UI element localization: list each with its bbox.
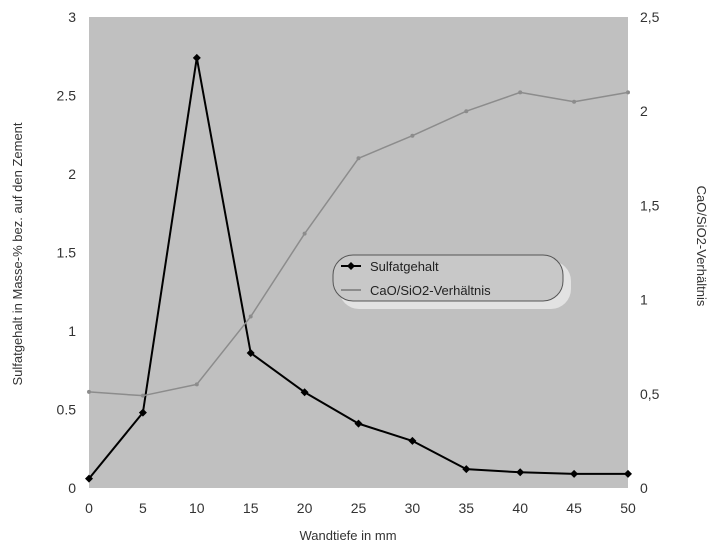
data-point-cao-sio2 xyxy=(464,109,469,114)
x-tick-label: 40 xyxy=(512,500,528,516)
right-tick-label: 1,5 xyxy=(640,197,660,213)
legend-marker-sulfatgehalt xyxy=(347,262,355,270)
data-point-cao-sio2 xyxy=(572,99,577,104)
data-point-sulfatgehalt xyxy=(138,408,147,417)
legend-box xyxy=(332,254,564,302)
legend: Sulfatgehalt CaO/SiO2-Verhältnis xyxy=(332,254,571,309)
right-tick-label: 2 xyxy=(640,103,648,119)
data-point-cao-sio2 xyxy=(626,90,630,95)
x-tick-label: 25 xyxy=(351,500,367,516)
left-tick-label: 2.5 xyxy=(57,88,77,104)
data-point-sulfatgehalt xyxy=(354,419,363,428)
data-point-sulfatgehalt xyxy=(192,53,201,62)
data-point-cao-sio2 xyxy=(356,156,361,161)
data-point-sulfatgehalt xyxy=(85,474,93,483)
right-tick-label: 0 xyxy=(640,480,648,496)
data-point-cao-sio2 xyxy=(410,133,415,138)
x-tick-label: 20 xyxy=(297,500,313,516)
right-axis-ticks: 0 0,5 1 1,5 2 2,5 xyxy=(640,9,660,496)
data-point-sulfatgehalt xyxy=(462,465,471,474)
data-point-sulfatgehalt xyxy=(624,469,632,478)
series-points-cao-sio2 xyxy=(87,90,630,398)
left-axis-ticks: 0 0.5 1 1.5 2 2.5 3 xyxy=(57,9,77,496)
data-point-sulfatgehalt xyxy=(300,388,309,397)
x-axis-ticks: 0 5 10 15 20 25 30 35 40 45 50 xyxy=(85,500,636,516)
data-point-cao-sio2 xyxy=(140,393,145,398)
series-points-sulfatgehalt xyxy=(85,53,632,483)
left-tick-label: 1.5 xyxy=(57,245,77,261)
data-point-cao-sio2 xyxy=(248,314,253,319)
left-tick-label: 3 xyxy=(68,9,76,25)
right-tick-label: 0,5 xyxy=(640,386,660,402)
x-tick-label: 15 xyxy=(243,500,259,516)
x-axis-title: Wandtiefe in mm xyxy=(299,528,396,543)
data-point-sulfatgehalt xyxy=(516,468,525,477)
data-point-cao-sio2 xyxy=(518,90,523,95)
legend-label-sulfatgehalt: Sulfatgehalt xyxy=(370,259,439,274)
legend-label-cao-sio2: CaO/SiO2-Verhältnis xyxy=(370,283,491,298)
left-tick-label: 0.5 xyxy=(57,402,77,418)
data-point-cao-sio2 xyxy=(302,231,307,236)
data-point-cao-sio2 xyxy=(194,382,199,387)
data-point-cao-sio2 xyxy=(87,389,91,394)
right-tick-label: 2,5 xyxy=(640,9,660,25)
data-point-sulfatgehalt xyxy=(570,469,579,478)
x-tick-label: 10 xyxy=(189,500,205,516)
left-tick-label: 0 xyxy=(68,480,76,496)
x-tick-label: 50 xyxy=(620,500,636,516)
data-point-sulfatgehalt xyxy=(408,436,417,445)
right-tick-label: 1 xyxy=(640,292,648,308)
x-tick-label: 45 xyxy=(566,500,582,516)
plot-area xyxy=(89,17,628,488)
right-axis-title: CaO/SiO2-Verhältnis xyxy=(694,186,709,307)
data-point-sulfatgehalt xyxy=(246,348,255,357)
x-tick-label: 30 xyxy=(405,500,421,516)
left-tick-label: 1 xyxy=(68,323,76,339)
x-tick-label: 5 xyxy=(139,500,147,516)
left-axis-title: Sulfatgehalt in Masse-% bez. auf den Zem… xyxy=(10,122,25,385)
x-tick-label: 35 xyxy=(459,500,475,516)
left-tick-label: 2 xyxy=(68,166,76,182)
x-tick-label: 0 xyxy=(85,500,93,516)
